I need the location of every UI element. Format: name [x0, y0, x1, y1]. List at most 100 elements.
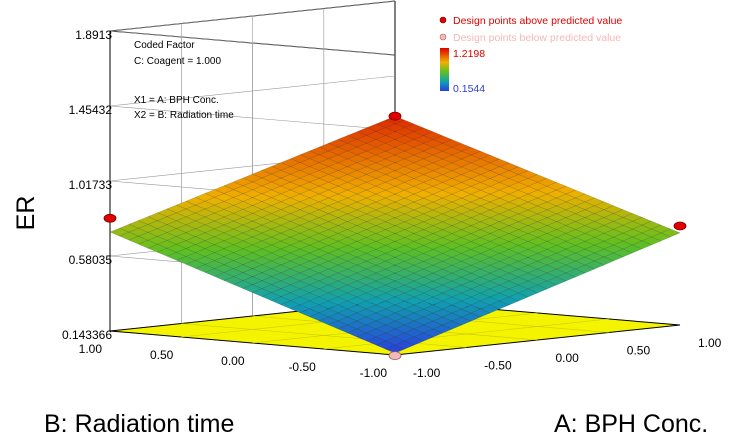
surface-cell	[176, 256, 196, 265]
surface-cell	[537, 225, 557, 234]
surface-cell	[508, 213, 529, 222]
surface-cell	[546, 245, 567, 254]
surface-cell	[204, 197, 225, 206]
surface-cell	[385, 225, 405, 234]
surface-cell	[432, 245, 453, 254]
surface-cell	[356, 237, 377, 246]
surface-cell	[613, 225, 633, 234]
surface-cell	[451, 221, 472, 230]
surface-cell	[195, 264, 215, 273]
surface-cell	[233, 177, 253, 186]
surface-cell	[404, 123, 424, 132]
surface-cell	[603, 252, 624, 262]
surface-cell	[556, 249, 576, 258]
surface-cell	[432, 213, 453, 222]
surface-cell	[546, 197, 567, 207]
surface-cell	[575, 241, 595, 250]
surface-cell	[603, 221, 624, 230]
surface-cell	[499, 241, 519, 250]
surface-cell	[603, 237, 624, 246]
surface-cell	[413, 229, 434, 238]
surface-cell	[508, 197, 529, 207]
surface-cell	[527, 229, 548, 238]
surface-cell	[556, 233, 576, 242]
color-scale: 1.2198 0.1544	[440, 48, 485, 95]
surface-cell	[508, 229, 529, 238]
surface-cell	[413, 213, 434, 222]
surface-cell	[565, 213, 586, 222]
surface-cell	[584, 213, 605, 222]
surface-cell	[537, 241, 557, 250]
surface-cell	[195, 193, 215, 202]
surface-cell	[480, 201, 500, 211]
surface-cell	[499, 233, 519, 242]
z-tick-label: 0.58035	[69, 253, 113, 267]
surface-cell	[309, 312, 329, 321]
surface-cell	[556, 201, 576, 210]
y-tick-label: -1.00	[360, 366, 388, 380]
surface-cell	[195, 201, 215, 210]
y-tick-label: 0.00	[221, 354, 245, 368]
surface-cell	[518, 225, 538, 234]
surface-cell	[128, 228, 149, 237]
surface-cell	[470, 221, 491, 230]
surface-cell	[394, 213, 415, 222]
surface-cell	[584, 205, 605, 214]
surface-cell	[594, 225, 614, 234]
surface-cell	[556, 241, 576, 250]
surface-cell	[622, 229, 643, 238]
surface-cell	[261, 292, 282, 301]
surface-cell	[223, 236, 244, 245]
surface-cell	[584, 237, 605, 246]
surface-cell	[660, 228, 681, 238]
surface-cell	[423, 201, 443, 211]
design-point-above	[103, 213, 117, 223]
surface-cell	[537, 186, 557, 195]
surface-cell	[622, 221, 643, 230]
surface-cell	[594, 233, 614, 242]
surface-cell	[632, 225, 652, 234]
surface-cell	[508, 245, 529, 254]
surface-cell	[195, 224, 215, 233]
surface-cell	[404, 201, 424, 211]
surface-cell	[204, 228, 225, 237]
surface-cell	[527, 213, 548, 222]
surface-cell	[214, 201, 234, 210]
surface-cell	[252, 288, 272, 297]
surface-cell	[233, 272, 253, 281]
x-tick-label: 0.50	[627, 344, 651, 358]
surface-cell	[546, 229, 567, 238]
x-tick-label: 1.00	[698, 336, 722, 350]
surface-cell	[242, 189, 263, 198]
surface-cell	[508, 190, 529, 199]
surface-cell	[537, 233, 557, 242]
surface-cell	[594, 217, 614, 226]
surface-cell	[508, 205, 529, 214]
y-axis-title: B: Radiation time	[44, 410, 234, 438]
surface-cell	[565, 221, 586, 230]
surface-cell	[622, 244, 643, 254]
surface-cell	[385, 233, 405, 242]
surface-cell	[546, 205, 567, 214]
surface-cell	[470, 308, 491, 318]
surface-cell	[128, 220, 149, 229]
surface-cell	[565, 189, 586, 199]
surface-cell	[518, 201, 538, 211]
surface-cell	[176, 216, 196, 225]
surface-cell	[470, 245, 491, 254]
surface-cell	[518, 186, 538, 195]
surface-cell	[413, 237, 434, 246]
surface-cell	[603, 244, 624, 254]
surface-cell	[413, 221, 434, 230]
surface-cell	[157, 240, 177, 249]
surface-cell	[508, 182, 529, 191]
surface-cell	[223, 213, 244, 222]
surface-cell	[565, 237, 586, 246]
surface-cell	[584, 245, 605, 254]
surface-cell	[651, 224, 671, 234]
surface-cell	[214, 185, 234, 194]
surface-cell	[603, 213, 624, 222]
surface-cell	[176, 232, 196, 241]
surface-cell	[461, 186, 481, 195]
surface-cell	[176, 201, 196, 210]
